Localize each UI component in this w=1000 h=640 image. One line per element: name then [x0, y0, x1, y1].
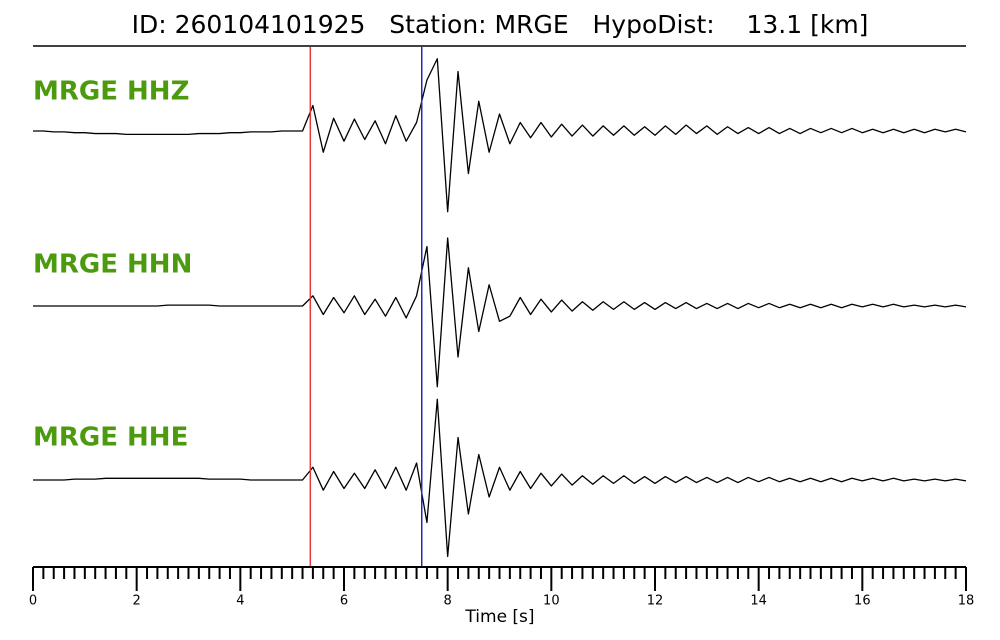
x-tick-label: 18 [958, 594, 975, 609]
chart-title: ID: 260104101925 Station: MRGE HypoDist:… [132, 10, 869, 39]
x-tick-label: 2 [133, 594, 141, 609]
trace-label: MRGE HHE [33, 423, 188, 453]
x-tick-label: 14 [750, 594, 767, 609]
waveform [33, 237, 967, 388]
x-tick-label: 10 [543, 594, 560, 609]
trace-label: MRGE HHZ [33, 77, 189, 107]
trace-label: MRGE HHN [33, 250, 192, 280]
x-tick-label: 16 [854, 594, 871, 609]
waveform [33, 398, 967, 558]
x-tick-label: 0 [29, 594, 37, 609]
x-tick-label: 8 [444, 594, 452, 609]
x-tick-label: 4 [236, 594, 244, 609]
waveform [33, 58, 967, 213]
x-tick-label: 6 [340, 594, 348, 609]
x-axis-label: Time [s] [464, 607, 534, 627]
x-tick-label: 12 [647, 594, 664, 609]
